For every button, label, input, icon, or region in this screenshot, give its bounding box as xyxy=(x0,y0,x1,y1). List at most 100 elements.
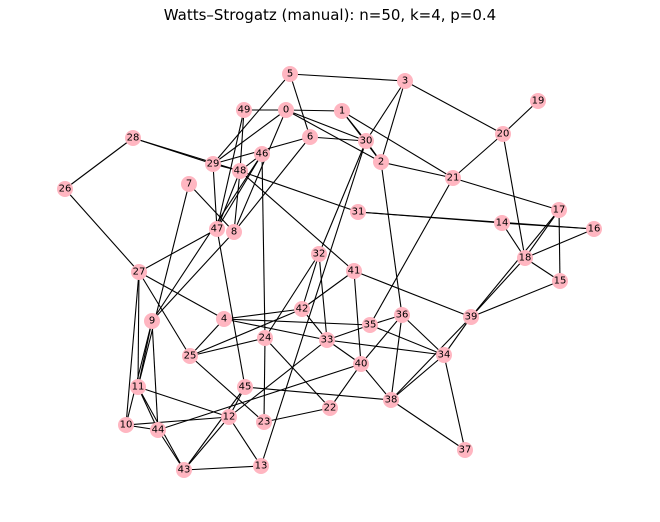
node-12: 12 xyxy=(221,409,237,425)
edge-24-25 xyxy=(189,337,266,357)
edge-41-42 xyxy=(301,270,355,310)
node-label: 20 xyxy=(497,129,510,140)
edge-40-44 xyxy=(157,363,362,431)
node-circle xyxy=(144,313,160,329)
node-43: 43 xyxy=(176,462,192,478)
node-label: 34 xyxy=(438,350,451,361)
node-46: 46 xyxy=(254,146,270,162)
node-circle xyxy=(362,317,378,333)
node-20: 20 xyxy=(495,126,511,142)
node-34: 34 xyxy=(436,347,452,363)
edge-12-33 xyxy=(228,339,328,418)
node-label: 13 xyxy=(255,461,268,472)
node-44: 44 xyxy=(150,422,166,438)
node-label: 22 xyxy=(324,403,337,414)
edge-40-22 xyxy=(329,363,362,409)
node-label: 11 xyxy=(132,382,145,393)
edge-3-2 xyxy=(380,80,406,163)
node-38: 38 xyxy=(383,392,399,408)
edge-17-15 xyxy=(558,209,561,282)
node-circle xyxy=(373,154,389,170)
node-35: 35 xyxy=(362,317,378,333)
edge-12-10 xyxy=(125,416,230,426)
edge-28-48 xyxy=(132,137,241,172)
edge-41-40 xyxy=(353,270,362,365)
edge-46-9 xyxy=(151,153,263,322)
node-label: 46 xyxy=(256,149,269,160)
node-7: 7 xyxy=(181,176,197,192)
node-18: 18 xyxy=(517,250,533,266)
node-1: 1 xyxy=(334,103,350,119)
edge-4-25 xyxy=(189,318,225,357)
node-label: 48 xyxy=(234,166,247,177)
edge-46-47 xyxy=(216,153,263,230)
edge-4-35 xyxy=(223,318,371,326)
node-label: 18 xyxy=(519,253,532,264)
node-9: 9 xyxy=(144,313,160,329)
node-circle xyxy=(445,170,461,186)
edge-48-8 xyxy=(233,170,241,233)
node-circle xyxy=(182,348,198,364)
node-circle xyxy=(463,309,479,325)
node-circle xyxy=(294,301,310,317)
node-label: 15 xyxy=(554,276,567,287)
node-16: 16 xyxy=(586,221,602,237)
node-circle xyxy=(530,93,546,109)
node-circle xyxy=(350,204,366,220)
edge-36-40 xyxy=(360,314,403,365)
node-label: 25 xyxy=(184,351,197,362)
node-circle xyxy=(383,392,399,408)
edge-21-35 xyxy=(369,177,454,326)
node-47: 47 xyxy=(209,221,225,237)
edge-38-37 xyxy=(390,399,466,451)
edge-0-30 xyxy=(285,109,367,142)
node-circle xyxy=(256,414,272,430)
edge-2-36 xyxy=(380,161,403,316)
node-circle xyxy=(353,356,369,372)
node-label: 44 xyxy=(152,425,165,436)
node-circle xyxy=(302,129,318,145)
node-31: 31 xyxy=(350,204,366,220)
node-label: 31 xyxy=(352,207,365,218)
node-28: 28 xyxy=(125,130,141,146)
node-label: 28 xyxy=(127,133,140,144)
node-circle xyxy=(322,400,338,416)
node-label: 24 xyxy=(259,333,272,344)
edge-8-9 xyxy=(151,231,235,322)
node-24: 24 xyxy=(257,330,273,346)
node-label: 21 xyxy=(447,173,460,184)
edge-9-44 xyxy=(151,320,159,431)
edge-48-47 xyxy=(216,170,241,230)
graph-title: Watts–Strogatz (manual): n=50, k=4, p=0.… xyxy=(163,6,497,24)
node-circle xyxy=(457,442,473,458)
edge-27-10 xyxy=(125,271,140,426)
node-label: 0 xyxy=(283,105,289,116)
node-48: 48 xyxy=(232,163,248,179)
edge-16-18 xyxy=(524,228,595,259)
node-circle xyxy=(236,102,252,118)
node-circle xyxy=(278,102,294,118)
node-label: 12 xyxy=(223,412,236,423)
edge-47-27 xyxy=(138,228,218,273)
node-6: 6 xyxy=(302,129,318,145)
nodes-layer: 0 123456789101112131415161718192021222324… xyxy=(57,66,602,478)
edge-22-23 xyxy=(263,407,331,423)
node-circle xyxy=(551,202,567,218)
node-label: 5 xyxy=(287,69,293,80)
edge-18-39 xyxy=(470,257,526,318)
edge-33-34 xyxy=(326,339,445,356)
node-label: 16 xyxy=(588,224,601,235)
node-14: 14 xyxy=(494,215,510,231)
edge-12-13 xyxy=(228,416,262,467)
edge-27-11 xyxy=(137,271,140,388)
node-circle xyxy=(334,103,350,119)
node-label: 47 xyxy=(211,224,224,235)
node-29: 29 xyxy=(205,156,221,172)
edge-34-37 xyxy=(443,354,466,451)
edge-42-25 xyxy=(189,308,303,357)
node-label: 26 xyxy=(59,184,72,195)
node-circle xyxy=(205,156,221,172)
node-circle xyxy=(311,246,327,262)
edge-27-4 xyxy=(138,271,225,320)
